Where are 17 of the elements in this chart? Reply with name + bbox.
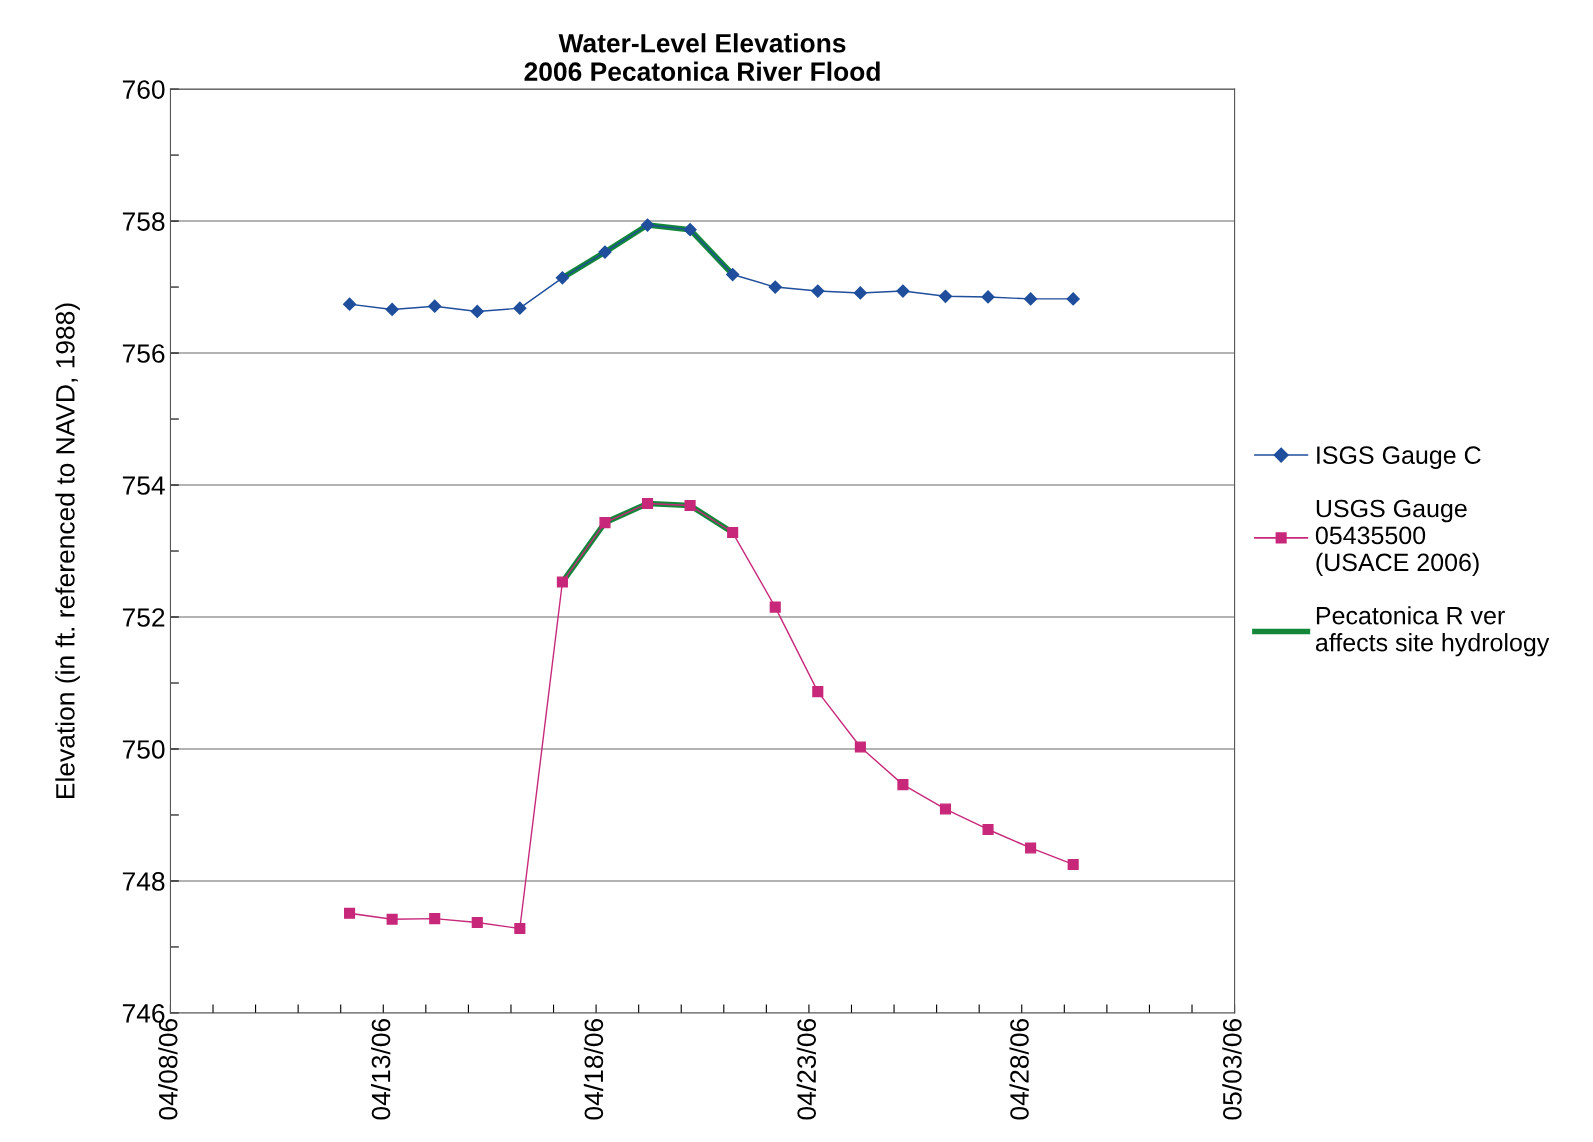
legend-label: Pecatonica R ver affects site hydrology [1315,606,1550,657]
y-tick-label: 756 [122,344,165,363]
x-tick-label: 04/18/06 [583,1018,604,1120]
y-tick-label: 754 [122,476,165,495]
x-tick-label: 04/23/06 [796,1018,817,1120]
y-tick-label: 758 [122,212,165,231]
y-tick-label: 752 [122,608,165,627]
x-tick-label: 04/13/06 [370,1018,391,1120]
legend-label: ISGS Gauge C [1317,446,1481,469]
legend-label: USGS Gauge 05435500 (USACE 2006) [1315,499,1479,577]
y-axis-title: Elevation (in ft. referenced to NAVD, 1988) [55,303,80,798]
x-tick-label: 04/28/06 [1009,1018,1029,1120]
y-tick-label: 760 [122,80,165,99]
y-tick-label: 748 [122,872,165,891]
x-tick-label: 05/03/06 [1222,1018,1242,1120]
chart-title: Water-Level Elevations 2006 Pecatonica River Flood [524,33,880,81]
y-tick-label: 750 [122,740,165,759]
